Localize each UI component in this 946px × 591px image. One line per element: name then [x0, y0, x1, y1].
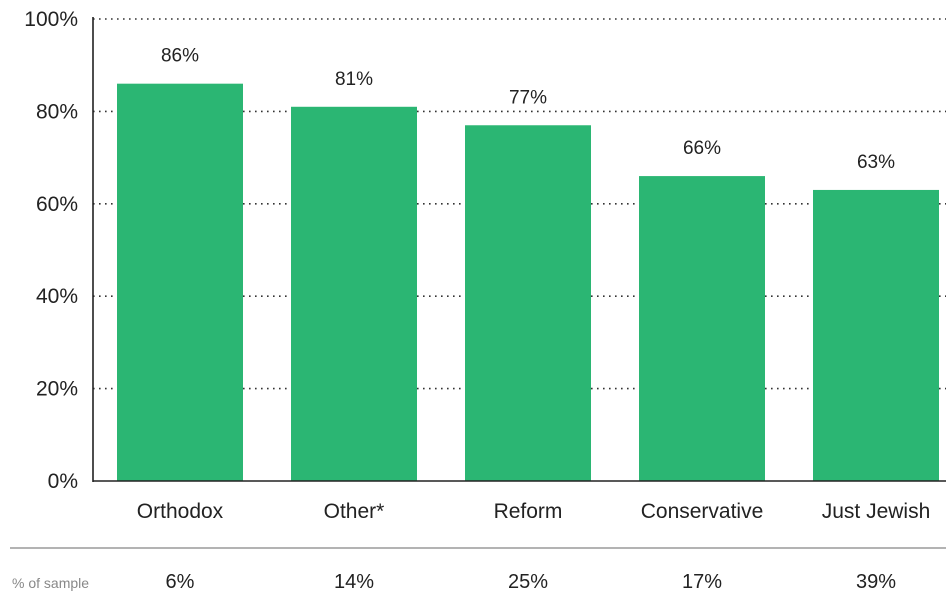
data-label: 66% — [683, 138, 721, 159]
x-axis-categories: Orthodox Other* Reform Conservative Just Jew… — [137, 500, 930, 523]
category-label: Conservative — [641, 500, 764, 523]
y-tick-label: 60% — [36, 193, 78, 216]
category-label: Reform — [494, 500, 563, 523]
y-axis-ticks: 0% 20% 40% 60% 80% 100% — [24, 8, 78, 493]
y-tick-label: 40% — [36, 285, 78, 308]
data-label: 81% — [335, 69, 373, 90]
y-tick-label: 0% — [48, 470, 78, 493]
category-label: Other* — [324, 500, 385, 523]
data-label: 63% — [857, 152, 895, 173]
footer-value: 17% — [682, 571, 722, 591]
footer-label: % of sample — [12, 575, 89, 591]
bar — [291, 106, 417, 481]
footer-values: 6% 14% 25% 17% 39% — [166, 571, 897, 591]
category-label: Orthodox — [137, 500, 224, 523]
footer-value: 14% — [334, 571, 374, 591]
bars: 86% 81% 77% 66% 63% — [117, 46, 939, 482]
bar — [117, 83, 243, 482]
y-tick-label: 100% — [24, 8, 78, 31]
bar — [813, 189, 939, 481]
data-label: 86% — [161, 46, 199, 67]
y-tick-label: 20% — [36, 378, 78, 401]
data-label: 77% — [509, 87, 547, 108]
y-tick-label: 80% — [36, 100, 78, 123]
footer-value: 6% — [166, 571, 195, 591]
footer-value: 39% — [856, 571, 896, 591]
bar — [465, 125, 591, 481]
bar — [639, 176, 765, 481]
category-label: Just Jewish — [822, 500, 931, 523]
footer-value: 25% — [508, 571, 548, 591]
